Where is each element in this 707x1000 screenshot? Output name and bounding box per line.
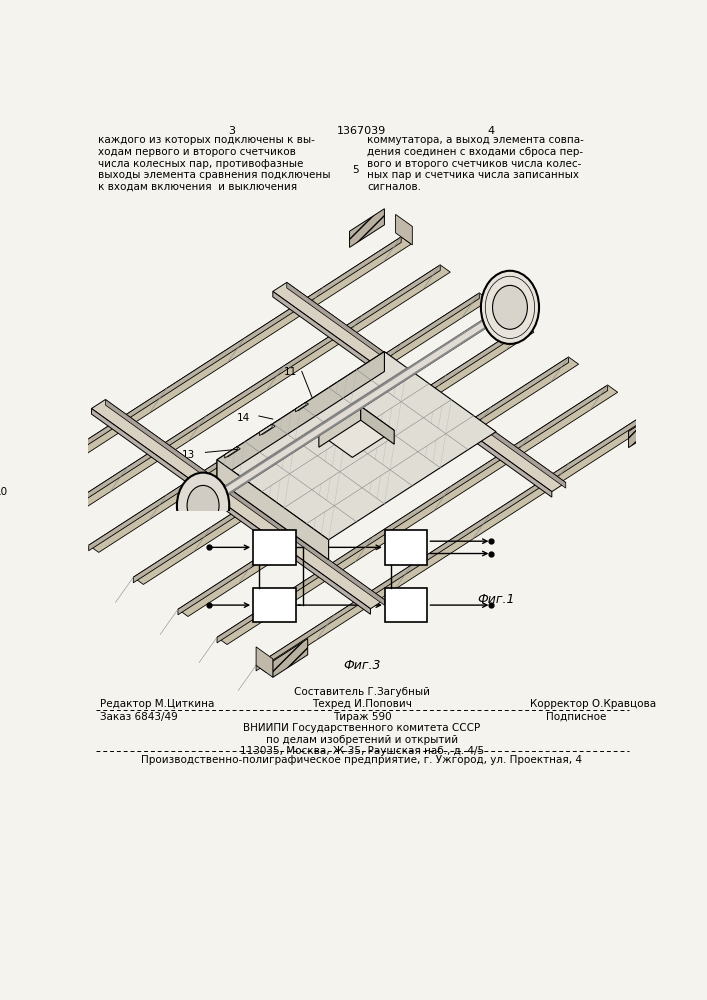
Text: 1367039: 1367039 — [337, 126, 387, 136]
Polygon shape — [134, 325, 524, 583]
Polygon shape — [319, 406, 361, 447]
Text: 17: 17 — [267, 599, 282, 612]
Polygon shape — [287, 282, 566, 488]
Ellipse shape — [493, 285, 527, 329]
Text: Составитель Г.Загубный: Составитель Г.Загубный — [294, 687, 430, 697]
Polygon shape — [88, 293, 489, 552]
Text: S: S — [516, 285, 522, 295]
Polygon shape — [49, 265, 440, 523]
Polygon shape — [91, 400, 385, 609]
Polygon shape — [178, 357, 578, 616]
Bar — [385, 588, 428, 622]
Text: 11: 11 — [284, 367, 297, 377]
Polygon shape — [217, 352, 385, 480]
Polygon shape — [217, 385, 618, 644]
Polygon shape — [91, 409, 370, 614]
Polygon shape — [629, 409, 663, 448]
Polygon shape — [256, 647, 273, 677]
Polygon shape — [88, 293, 479, 551]
Polygon shape — [396, 214, 412, 245]
Polygon shape — [256, 413, 657, 673]
Text: Корректор О.Кравцова: Корректор О.Кравцова — [530, 699, 656, 709]
Ellipse shape — [177, 473, 229, 538]
Text: Тираж 590: Тираж 590 — [332, 712, 391, 722]
Ellipse shape — [187, 485, 219, 526]
Polygon shape — [273, 291, 552, 497]
Polygon shape — [319, 406, 395, 457]
Bar — [385, 530, 428, 565]
Text: 14: 14 — [236, 413, 250, 423]
Polygon shape — [178, 357, 568, 615]
Polygon shape — [11, 237, 401, 495]
Polygon shape — [5, 467, 22, 497]
Text: коммутатора, а выход элемента совпа-
дения соединен с входами сброса пер-
вого и: коммутатора, а выход элемента совпа- ден… — [368, 135, 584, 192]
Polygon shape — [296, 402, 306, 412]
Polygon shape — [217, 385, 607, 643]
Polygon shape — [217, 352, 496, 540]
Polygon shape — [49, 265, 450, 524]
Polygon shape — [361, 406, 395, 444]
Ellipse shape — [481, 271, 539, 344]
Text: 4: 4 — [488, 126, 495, 136]
Text: 16: 16 — [267, 541, 282, 554]
Polygon shape — [259, 424, 272, 436]
Text: Подписное: Подписное — [546, 712, 606, 722]
Polygon shape — [217, 460, 329, 560]
Bar — [253, 588, 296, 622]
Text: 5: 5 — [352, 165, 359, 175]
Text: N: N — [516, 310, 524, 320]
Text: 18: 18 — [399, 541, 414, 554]
Polygon shape — [0, 438, 29, 477]
Polygon shape — [11, 237, 411, 496]
Polygon shape — [256, 413, 647, 671]
Text: Редактор М.Циткина: Редактор М.Циткина — [100, 699, 214, 709]
Polygon shape — [273, 639, 308, 677]
Text: 19: 19 — [399, 599, 414, 612]
Text: 13: 13 — [182, 450, 195, 460]
Text: Фиг.3: Фиг.3 — [343, 659, 380, 672]
Text: 10: 10 — [0, 487, 8, 497]
Text: Производственно-полиграфическое предприятие, г. Ужгород, ул. Проектная, 4: Производственно-полиграфическое предприя… — [141, 755, 583, 765]
Polygon shape — [296, 402, 308, 411]
Polygon shape — [134, 325, 534, 584]
Polygon shape — [105, 400, 385, 605]
Polygon shape — [225, 447, 238, 458]
Text: каждого из которых подключены к вы-
ходам первого и второго счетчиков
числа коле: каждого из которых подключены к вы- хода… — [98, 135, 330, 192]
Text: Фиг.1: Фиг.1 — [477, 593, 515, 606]
Polygon shape — [273, 282, 566, 492]
Polygon shape — [225, 447, 240, 457]
Polygon shape — [259, 424, 275, 434]
Text: Заказ 6843/49: Заказ 6843/49 — [100, 712, 177, 722]
Text: ВНИИПИ Государственного комитета СССР
по делам изобретений и открытий
113035, Мо: ВНИИПИ Государственного комитета СССР по… — [240, 723, 484, 756]
Polygon shape — [349, 209, 385, 247]
Text: Техред И.Попович: Техред И.Попович — [312, 699, 412, 709]
Bar — [253, 530, 296, 565]
Polygon shape — [647, 395, 663, 425]
Text: 3: 3 — [228, 126, 235, 136]
